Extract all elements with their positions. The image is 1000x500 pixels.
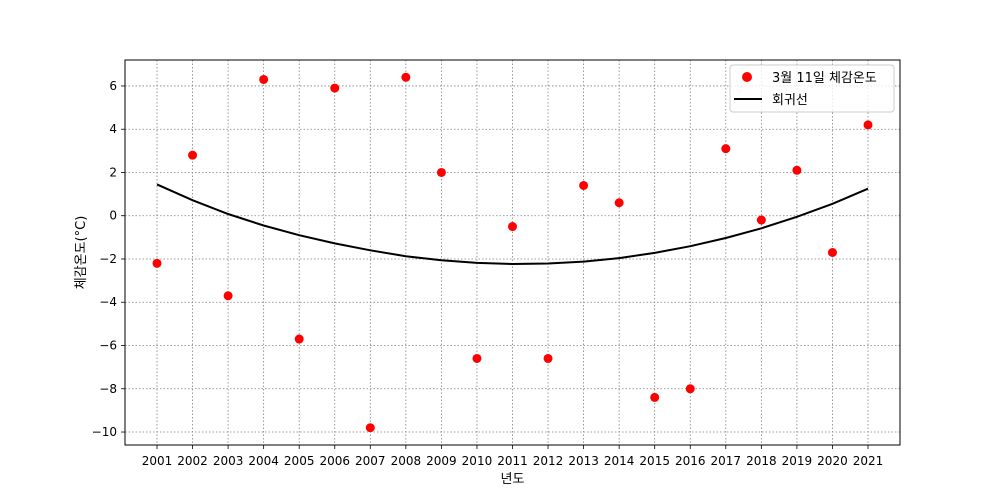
data-point (721, 144, 731, 154)
x-tick-label: 2010 (462, 454, 493, 468)
data-point (472, 353, 482, 363)
x-tick-label: 2020 (817, 454, 848, 468)
legend-marker-scatter (742, 72, 752, 82)
x-tick-label: 2016 (675, 454, 706, 468)
legend-box (729, 64, 895, 113)
x-tick-label: 2011 (497, 454, 528, 468)
data-point (756, 215, 766, 225)
y-tick-label: −6 (99, 339, 117, 353)
data-point (863, 120, 873, 130)
x-tick-label: 2013 (568, 454, 599, 468)
x-tick-label: 2021 (853, 454, 884, 468)
scatter-points-layer (152, 72, 873, 433)
data-point (401, 72, 411, 82)
data-point (543, 353, 553, 363)
x-axis-ticks: 2001 2002 2003 2004 2005 2006 2007 2008 2009 2010… (142, 445, 884, 468)
legend-label-scatter: 3월 11일 체감온도 (772, 71, 877, 86)
legend: 3월 11일 체감온도 회귀선 (729, 64, 895, 113)
regression-line (156, 183, 869, 266)
data-point (579, 180, 589, 190)
data-point (614, 198, 624, 208)
y-tick-label: −4 (99, 295, 117, 309)
legend-label-line: 회귀선 (772, 93, 808, 108)
y-tick-label: −8 (99, 382, 117, 396)
data-point (188, 150, 198, 160)
x-tick-label: 2014 (604, 454, 635, 468)
y-tick-label: 2 (109, 165, 117, 179)
x-axis-label: 년도 (501, 472, 525, 487)
plot-frame (124, 59, 901, 446)
data-point (827, 248, 837, 257)
data-point (330, 83, 340, 93)
data-point (508, 222, 517, 232)
data-point (436, 167, 446, 177)
data-point (650, 392, 660, 402)
x-tick-label: 2003 (213, 454, 244, 468)
data-point (685, 384, 695, 394)
y-tick-label: −2 (99, 252, 117, 266)
x-tick-label: 2018 (746, 454, 777, 468)
regression-line-layer (156, 183, 869, 266)
x-tick-label: 2005 (284, 454, 315, 468)
x-tick-label: 2001 (142, 454, 173, 468)
y-tick-label: 6 (109, 79, 117, 93)
x-tick-label: 2019 (782, 454, 813, 468)
x-tick-label: 2017 (711, 454, 742, 468)
x-tick-label: 2007 (355, 454, 386, 468)
y-tick-label: 4 (109, 122, 117, 136)
x-tick-label: 2015 (639, 454, 670, 468)
x-tick-label: 2004 (248, 454, 279, 468)
x-tick-label: 2009 (426, 454, 457, 468)
x-tick-label: 2002 (177, 454, 208, 468)
y-axis-label: 체감온도(°C) (74, 216, 89, 290)
data-point (294, 334, 304, 344)
data-point (365, 423, 375, 433)
x-tick-label: 2006 (319, 454, 350, 468)
data-point (152, 258, 162, 268)
x-tick-label: 2008 (391, 454, 422, 468)
y-axis-ticks: 6 4 2 0 −2 −4 −6 −8 −10 (92, 79, 125, 439)
y-tick-label: 0 (109, 209, 117, 223)
data-point (223, 291, 233, 301)
data-point (259, 74, 269, 84)
y-tick-label: −10 (92, 425, 117, 439)
x-tick-label: 2012 (533, 454, 564, 468)
data-point (792, 165, 802, 175)
